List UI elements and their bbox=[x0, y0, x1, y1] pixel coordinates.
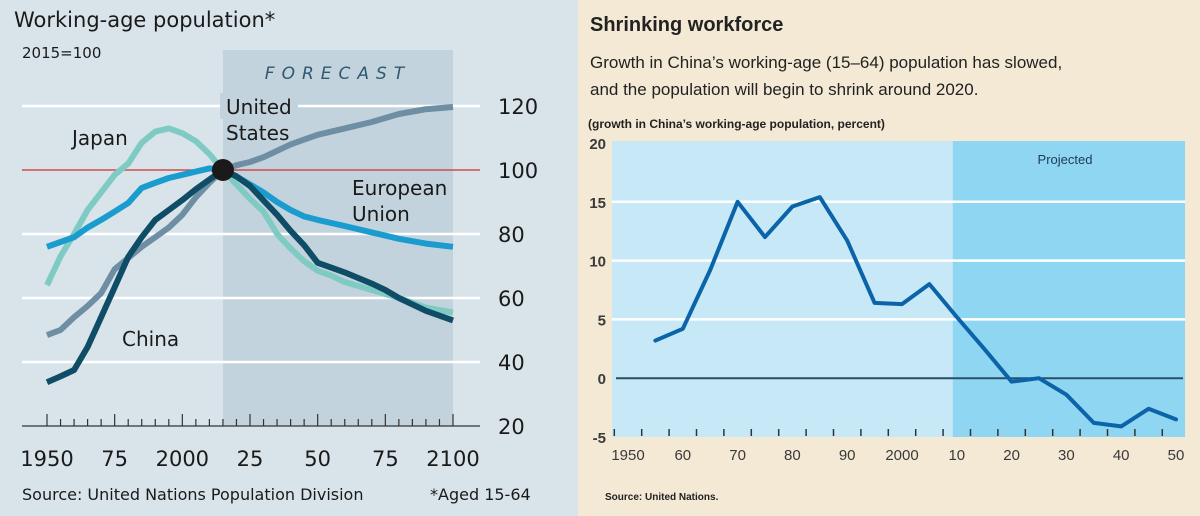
x-tick-label-2050: 50 bbox=[1168, 447, 1185, 464]
y-tick-label-120: 120 bbox=[498, 95, 538, 119]
x-tick-label-1970: 70 bbox=[729, 447, 746, 464]
reference-point-2015 bbox=[211, 159, 234, 181]
x-tick-label-1990: 90 bbox=[839, 447, 856, 464]
series-label-japan: Japan bbox=[70, 126, 128, 150]
footnote: *Aged 15-64 bbox=[430, 485, 531, 504]
y-tick-label-100: 100 bbox=[498, 159, 538, 183]
x-tick-label-2030: 30 bbox=[1058, 447, 1075, 464]
chart-subtitle-line2: and the population will begin to shrink … bbox=[590, 80, 978, 99]
y-tick-label-60: 60 bbox=[498, 287, 525, 311]
x-tick-label-2000: 2000 bbox=[885, 447, 918, 464]
y-tick-label--5: -5 bbox=[593, 430, 606, 447]
y-tick-label-20: 20 bbox=[589, 136, 606, 153]
y-tick-label-40: 40 bbox=[498, 351, 525, 375]
chart-title: Working-age population* bbox=[14, 8, 275, 32]
x-tick-label-2010: 10 bbox=[948, 447, 965, 464]
x-tick-label-2050: 50 bbox=[304, 447, 331, 471]
series-label-united-states-line1: United bbox=[226, 95, 292, 119]
chart-subtitle: 2015=100 bbox=[22, 44, 101, 62]
y-axis-label: (growth in China’s working-age populatio… bbox=[588, 117, 885, 131]
x-tick-label-2020: 20 bbox=[1003, 447, 1020, 464]
y-tick-label-0: 0 bbox=[598, 371, 606, 388]
series-line-china-working-age-population-growth bbox=[653, 195, 1178, 429]
series-label-european-union-line2: Union bbox=[352, 202, 410, 226]
source-note: Source: United Nations. bbox=[605, 492, 719, 503]
x-tick-label-2100: 2100 bbox=[426, 447, 479, 471]
forecast-label: FORECAST bbox=[265, 64, 411, 84]
projected-label: Projected bbox=[1038, 152, 1093, 167]
chart-subtitle-line1: Growth in China’s working-age (15–64) po… bbox=[590, 53, 1062, 72]
source-note: Source: United Nations Population Divisi… bbox=[22, 485, 363, 504]
label-mask bbox=[220, 93, 298, 119]
x-tick-label-2075: 75 bbox=[372, 447, 399, 471]
x-tick-label-2040: 40 bbox=[1113, 447, 1130, 464]
working-age-population-chart: 20 40 60 80 100 120 1950 75 2000 25 50 75 2100 Worki… bbox=[14, 8, 538, 504]
shrinking-workforce-chart: -5 0 5 10 15 20 1950 60 70 80 90 2000 10 20 30 40 50 Shr… bbox=[588, 14, 1185, 503]
series-label-china: China bbox=[122, 327, 179, 351]
chart-title: Shrinking workforce bbox=[590, 14, 783, 36]
right-chart-panel: -5 0 5 10 15 20 1950 60 70 80 90 2000 10 20 30 40 50 Shr… bbox=[578, 0, 1200, 516]
series-label-united-states-line2: States bbox=[226, 121, 289, 145]
y-tick-label-15: 15 bbox=[589, 195, 606, 212]
y-tick-label-80: 80 bbox=[498, 223, 525, 247]
y-tick-label-5: 5 bbox=[598, 312, 606, 329]
x-tick-label-1950: 1950 bbox=[20, 447, 73, 471]
x-tick-label-1975: 75 bbox=[101, 447, 128, 471]
y-tick-label-10: 10 bbox=[589, 254, 606, 271]
left-chart-panel: 20 40 60 80 100 120 1950 75 2000 25 50 75 2100 Worki… bbox=[0, 0, 578, 516]
x-tick-label-2000: 2000 bbox=[156, 447, 209, 471]
projected-shading bbox=[952, 141, 1185, 437]
x-tick-label-2025: 25 bbox=[237, 447, 264, 471]
series-label-european-union-line1: European bbox=[352, 176, 447, 200]
x-tick-label-1960: 60 bbox=[674, 447, 691, 464]
x-tick-label-1980: 80 bbox=[784, 447, 801, 464]
y-tick-label-20: 20 bbox=[498, 415, 525, 439]
x-tick-label-1950: 1950 bbox=[611, 447, 644, 464]
